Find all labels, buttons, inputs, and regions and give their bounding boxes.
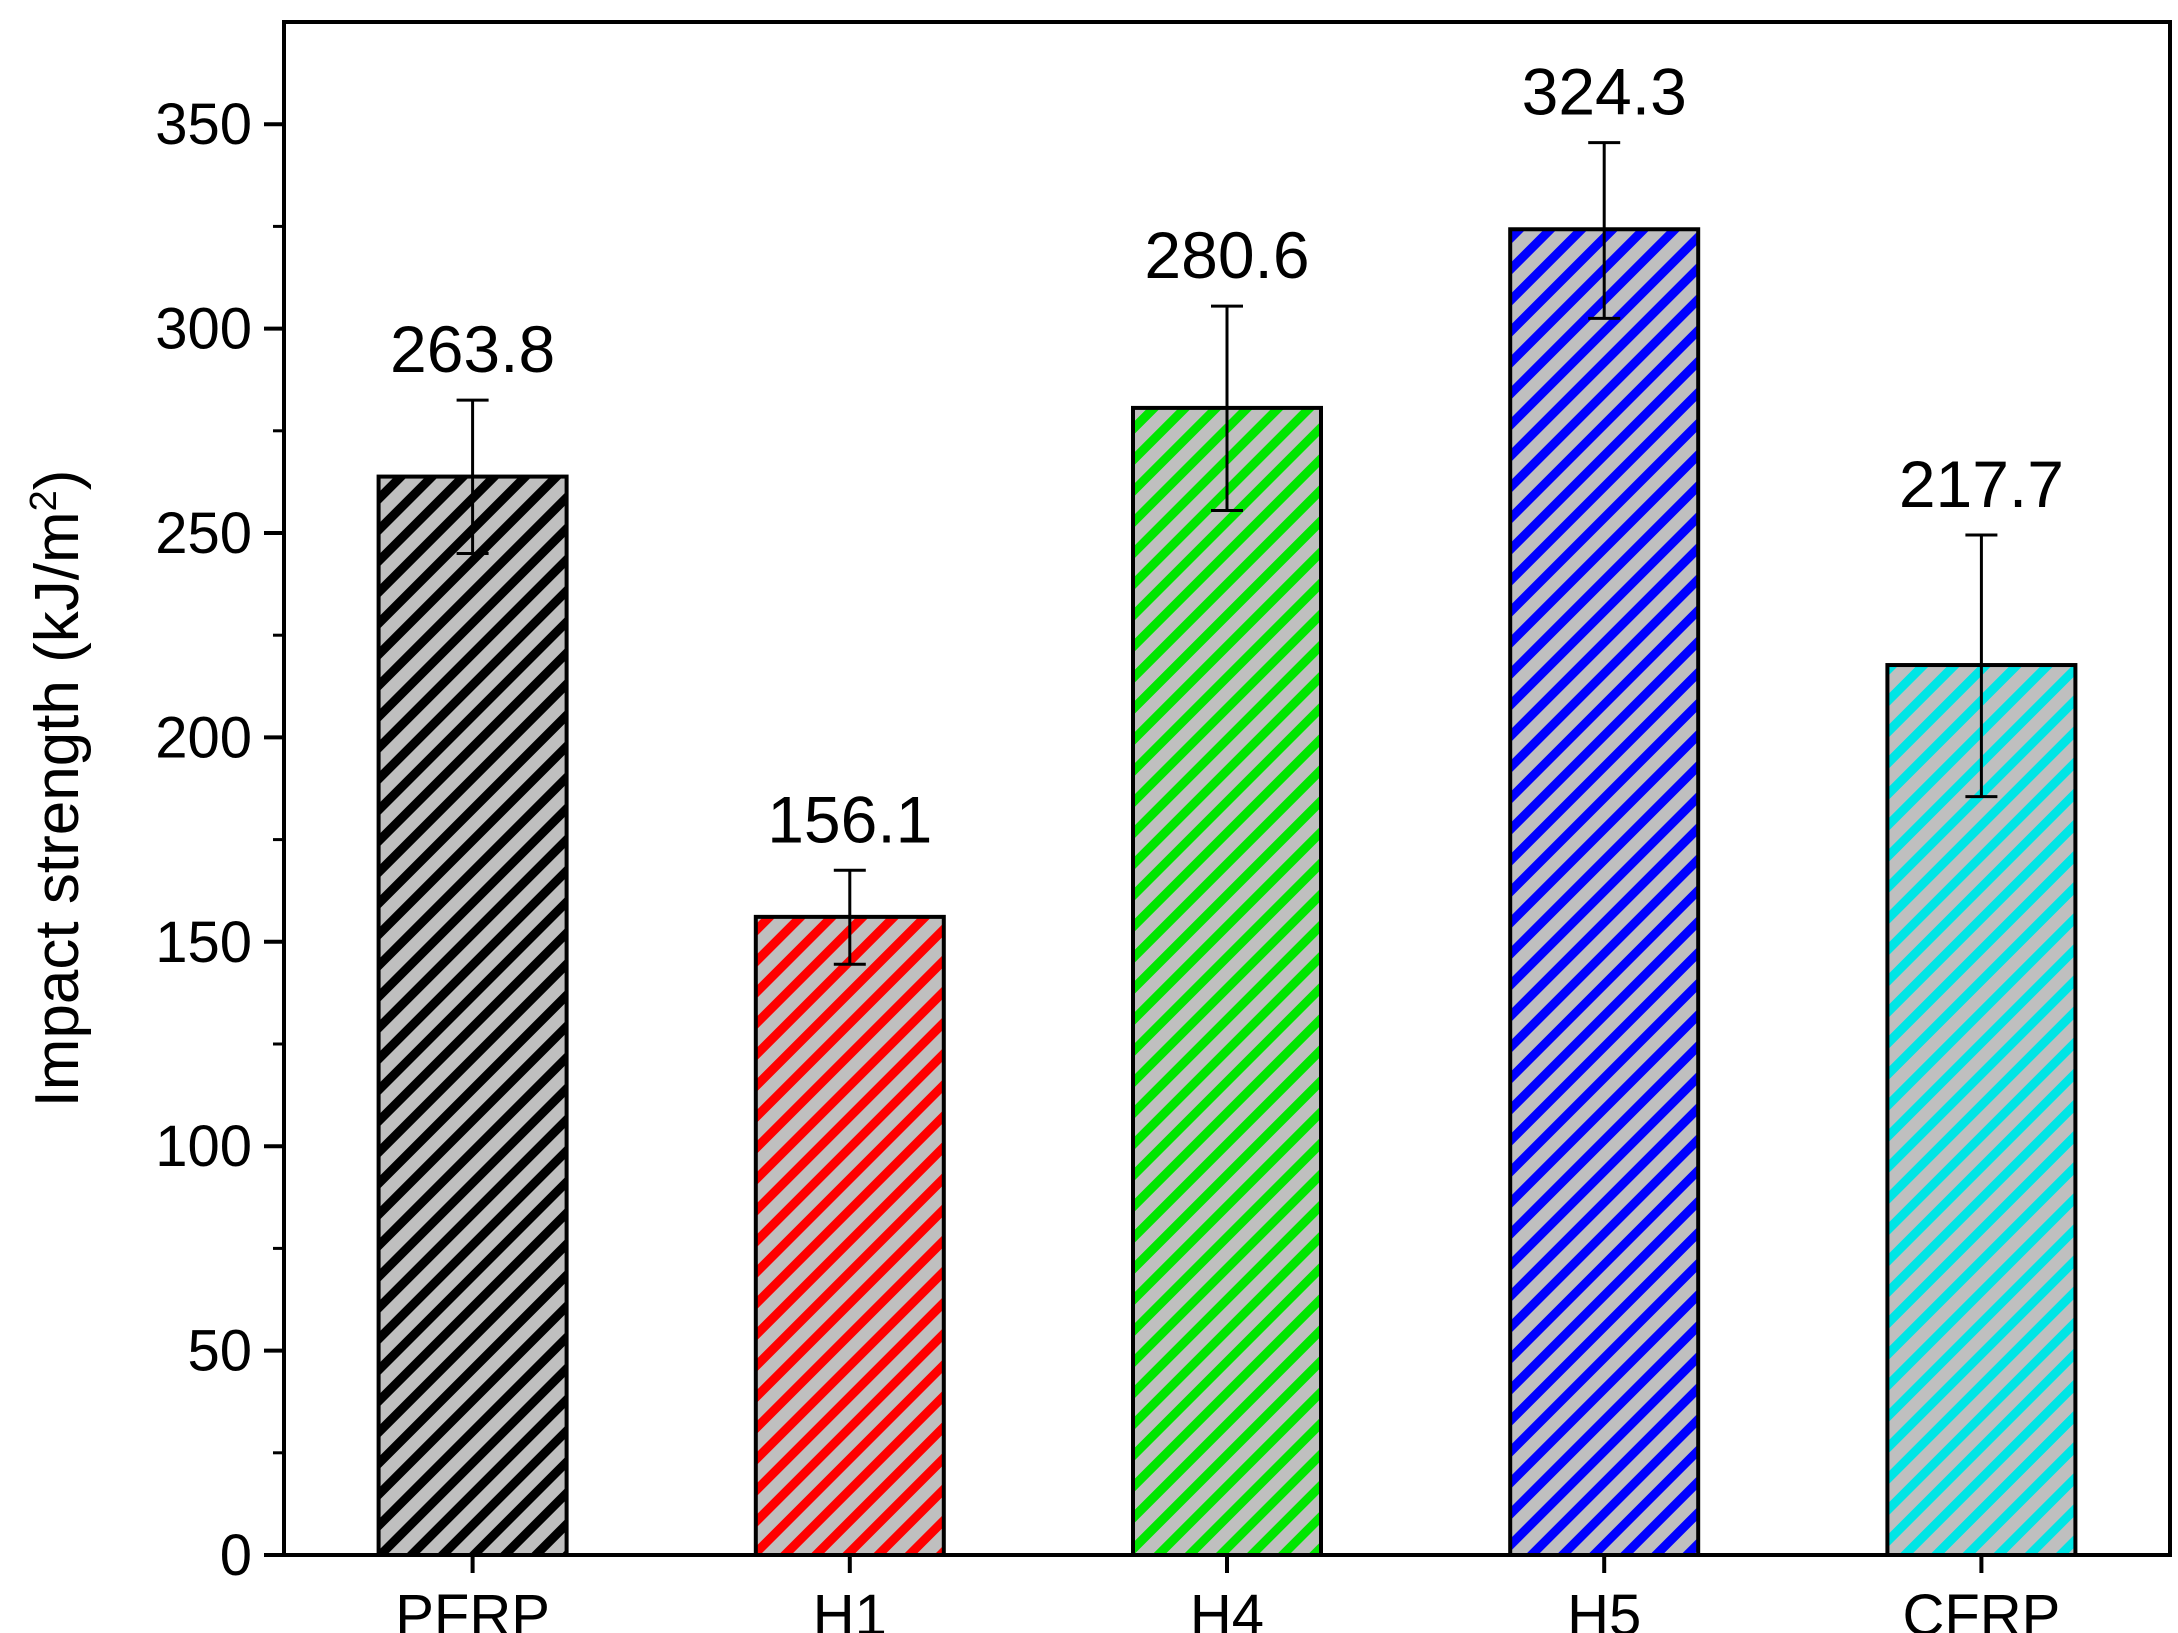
y-tick-label: 50 bbox=[187, 1319, 252, 1384]
y-tick-label: 200 bbox=[155, 705, 252, 770]
data-label-h4: 280.6 bbox=[1144, 218, 1309, 292]
x-tick-label-h4: H4 bbox=[1190, 1583, 1264, 1633]
x-tick-label-cfrp: CFRP bbox=[1902, 1583, 2060, 1633]
x-tick-label-pfrp: PFRP bbox=[395, 1583, 550, 1633]
data-label-cfrp: 217.7 bbox=[1899, 447, 2064, 521]
x-tick-label-h1: H1 bbox=[813, 1583, 887, 1633]
error-bars-layer bbox=[456, 141, 1998, 966]
error-bar-cfrp bbox=[1965, 533, 1998, 799]
bar-cfrp bbox=[1885, 663, 2078, 1557]
error-bar-h4 bbox=[1211, 304, 1243, 513]
y-axis-title-main: Impact strength (kJ/m bbox=[23, 511, 92, 1107]
bar-h4 bbox=[1131, 405, 1323, 1557]
bar-h1 bbox=[753, 914, 946, 1557]
y-tick-label: 300 bbox=[155, 297, 252, 362]
y-tick-label: 0 bbox=[220, 1523, 252, 1588]
axes-layer bbox=[264, 20, 2172, 1573]
bar-h5 bbox=[1508, 227, 1701, 1557]
bar-pfrp bbox=[376, 474, 569, 1558]
labels-layer: 0 50 100 150 200 250 300 350 PFRP H1 H4 H5 CFRP 263.8… bbox=[155, 55, 2064, 1633]
y-axis-title-superscript: 2 bbox=[23, 490, 65, 511]
y-tick-label: 350 bbox=[155, 92, 252, 157]
y-axis-title: Impact strength (kJ/m2) bbox=[23, 470, 92, 1108]
error-bar-h5 bbox=[1588, 141, 1621, 320]
y-tick-label: 100 bbox=[155, 1114, 252, 1179]
y-axis-title-close: ) bbox=[23, 470, 92, 491]
y-tick-label: 250 bbox=[155, 501, 252, 566]
error-bar-h1 bbox=[833, 868, 866, 966]
error-bar-pfrp bbox=[456, 398, 489, 555]
data-label-h1: 156.1 bbox=[767, 782, 932, 856]
y-tick-label: 150 bbox=[155, 910, 252, 975]
x-tick-label-h5: H5 bbox=[1567, 1583, 1641, 1633]
data-label-h5: 324.3 bbox=[1522, 55, 1687, 129]
data-label-pfrp: 263.8 bbox=[390, 312, 555, 386]
